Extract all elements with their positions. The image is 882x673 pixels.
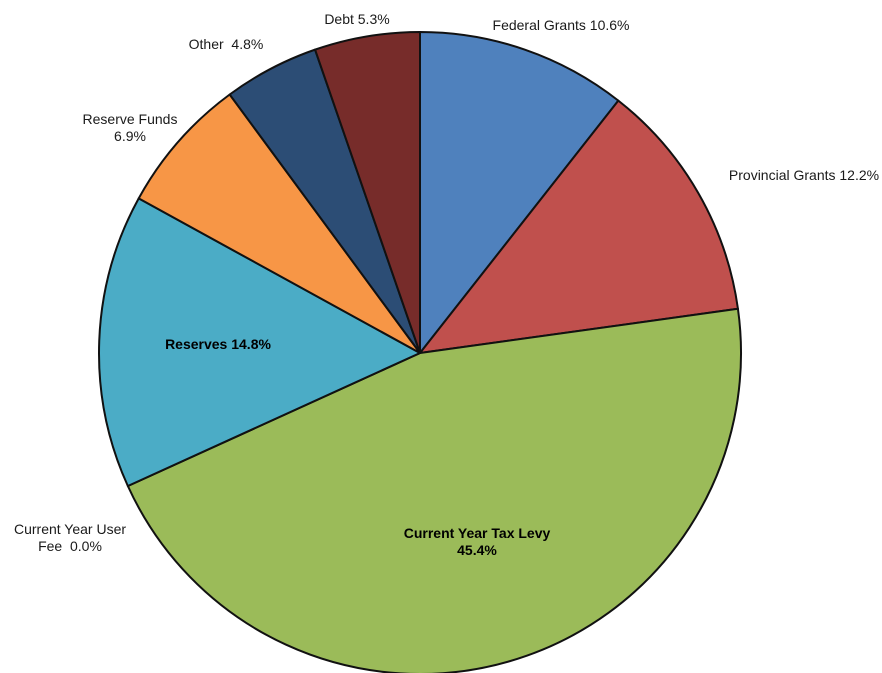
slice-label-line: Reserve Funds [83, 111, 178, 127]
pie-labels: Federal Grants 10.6% Provincial Grants 12… [14, 11, 879, 558]
slice-label-reserve-funds: Reserve Funds 6.9% [83, 111, 178, 144]
slice-label-line: Other 4.8% [189, 36, 264, 52]
slice-label-current-year-tax-levy: Current Year Tax Levy 45.4% [404, 525, 551, 558]
slice-label-line: Debt 5.3% [324, 11, 389, 27]
pie-slice-reserves [98, 197, 421, 488]
slice-label-line: Current Year Tax Levy [404, 525, 551, 541]
slice-label-provincial-grants: Provincial Grants 12.2% [729, 167, 879, 183]
slice-label-line: Provincial Grants 12.2% [729, 167, 879, 183]
slice-label-other: Other 4.8% [189, 36, 264, 52]
pie-slice-provincial-grants [419, 99, 739, 354]
pie-slice-debt [314, 31, 421, 354]
slice-label-line: Current Year User [14, 521, 126, 537]
slice-label-line: Reserves 14.8% [165, 336, 271, 352]
slice-label-debt: Debt 5.3% [324, 11, 389, 27]
slice-label-line: Fee 0.0% [38, 538, 102, 554]
pie-slice-reserve-funds [137, 93, 421, 354]
pie-slice-current-year-tax-levy [126, 307, 742, 673]
slice-label-line: 45.4% [457, 542, 497, 558]
slice-label-reserves: Reserves 14.8% [165, 336, 271, 352]
pie-slice-federal-grants [419, 31, 620, 354]
pie-slices [98, 31, 742, 673]
slice-label-federal-grants: Federal Grants 10.6% [493, 17, 630, 33]
slice-label-current-year-user-fee: Current Year User Fee 0.0% [14, 521, 126, 554]
slice-label-line: 6.9% [114, 128, 146, 144]
slice-label-line: Federal Grants 10.6% [493, 17, 630, 33]
